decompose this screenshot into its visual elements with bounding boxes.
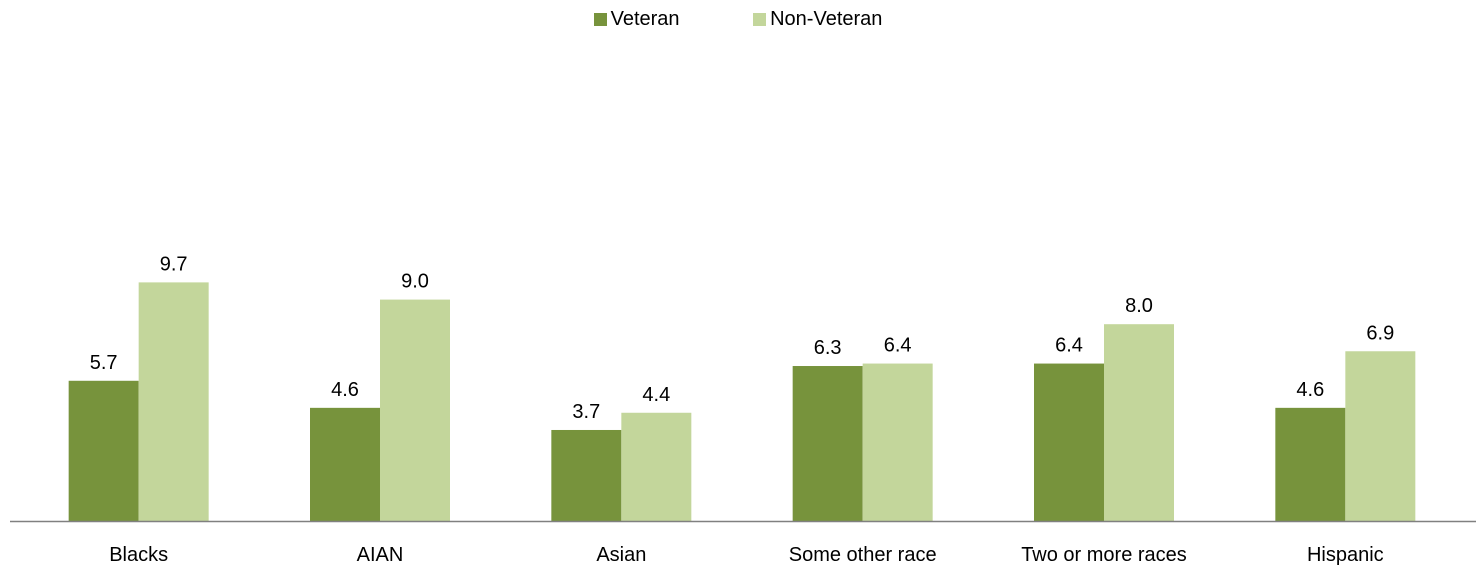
bar <box>1275 407 1346 521</box>
data-label: 6.4 <box>884 335 912 357</box>
bar <box>792 366 863 521</box>
chart-legend: Veteran Non-Veteran <box>0 8 1476 32</box>
bar <box>138 282 209 521</box>
data-label: 4.4 <box>642 384 670 406</box>
legend-swatch-veteran <box>593 13 607 26</box>
legend-label-veteran: Veteran <box>610 8 680 30</box>
x-tick-label: Some other race <box>789 544 937 566</box>
data-label: 4.6 <box>1296 379 1324 401</box>
data-label: 3.7 <box>572 401 600 423</box>
legend-item-non-veteran: Non-Veteran <box>753 8 882 31</box>
x-tick-label: Two or more races <box>1021 544 1187 566</box>
bar <box>380 299 450 521</box>
data-label: 9.0 <box>401 271 429 293</box>
x-tick-label: Blacks <box>109 544 168 566</box>
data-label: 8.0 <box>1125 295 1153 317</box>
data-label: 6.4 <box>1055 335 1083 357</box>
data-label: 6.9 <box>1366 322 1394 344</box>
x-tick-label: AIAN <box>357 544 404 566</box>
data-label: 9.7 <box>160 253 188 275</box>
bar <box>1104 324 1174 521</box>
data-label: 5.7 <box>90 352 118 374</box>
x-tick-label: Asian <box>596 544 646 566</box>
legend-label-non-veteran: Non-Veteran <box>770 8 883 30</box>
bar <box>310 407 380 521</box>
bar <box>1034 363 1104 521</box>
data-label: 6.3 <box>814 337 842 359</box>
legend-swatch-non-veteran <box>753 13 767 26</box>
bar <box>1345 351 1416 521</box>
bar <box>551 429 622 521</box>
bar <box>68 380 139 521</box>
bar <box>862 363 933 521</box>
legend-item-veteran: Veteran <box>593 8 680 31</box>
bar <box>621 412 692 521</box>
data-label: 4.6 <box>331 379 359 401</box>
x-tick-label: Hispanic <box>1307 544 1384 566</box>
